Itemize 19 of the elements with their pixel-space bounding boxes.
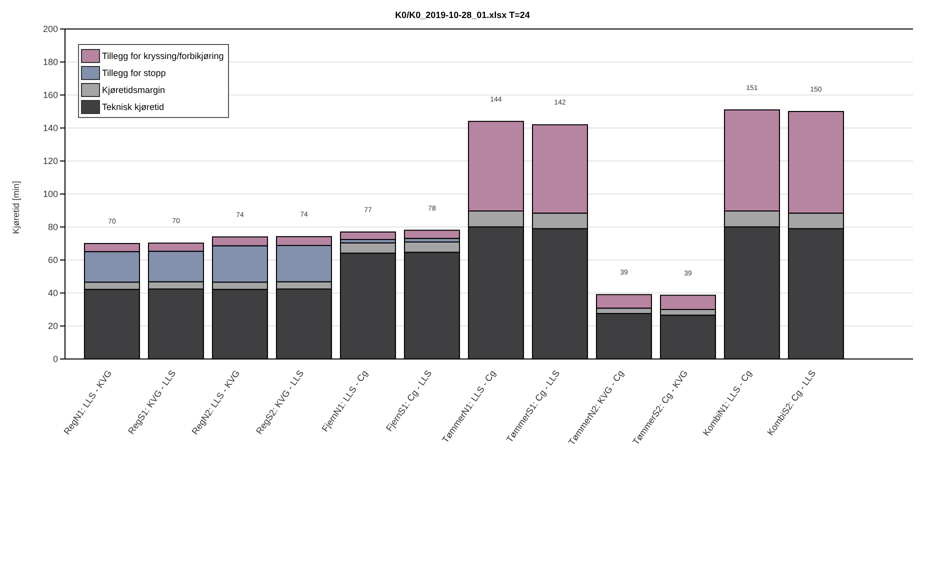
y-tick-label: 0 (52, 354, 58, 364)
y-tick-label: 60 (48, 255, 58, 266)
y-tick-label: 140 (42, 123, 58, 134)
y-tick-label: 160 (42, 90, 58, 100)
bar (340, 231, 396, 240)
y-tick-label: 200 (42, 24, 58, 34)
y-tick-label: 80 (48, 222, 58, 232)
y-tick-label: 120 (42, 156, 58, 166)
y-axis-title: Kjøretid [min] (11, 180, 22, 234)
legend-label: Teknisk kjøretid (102, 102, 164, 112)
legend-label: Kjøretidsmargin (102, 84, 166, 94)
y-tick-label: 40 (48, 288, 58, 298)
y-tick-label: 100 (42, 189, 58, 200)
bar (404, 230, 460, 239)
y-tick-label: 20 (48, 321, 58, 332)
legend-label: Tillegg for stopp (102, 68, 166, 78)
chart-title: K0/K0_2019-10-28_01.xlsx T=24 (394, 10, 531, 20)
y-tick-label: 180 (42, 57, 58, 68)
legend-label: Tillegg for kryssing/forbikjøring (102, 50, 224, 60)
